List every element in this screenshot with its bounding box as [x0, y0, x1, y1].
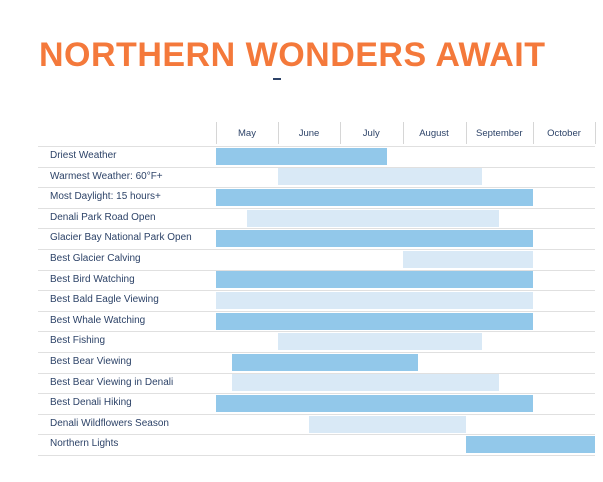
row-separator — [38, 393, 595, 395]
row-separator — [38, 413, 595, 415]
month-label-august: August — [419, 128, 449, 139]
page-title: NORTHERN WONDERS AWAIT — [39, 36, 546, 74]
season-bar — [465, 436, 595, 454]
season-bar — [278, 168, 483, 186]
row-separator — [38, 187, 595, 189]
row-label: Northern Lights — [50, 438, 119, 450]
season-bar — [309, 415, 466, 433]
row-separator — [38, 352, 595, 353]
row-separator — [38, 269, 595, 271]
row-label: Best Bear Viewing — [50, 356, 132, 367]
row-separator — [38, 434, 595, 436]
row-separator — [38, 455, 595, 456]
row-label: Best Denali Hiking — [50, 397, 132, 409]
row-separator — [38, 310, 595, 312]
month-tick — [340, 122, 341, 144]
month-label-october: October — [547, 128, 581, 139]
season-bar — [216, 292, 533, 309]
season-bar — [231, 374, 500, 392]
month-tick — [278, 122, 279, 144]
season-bar — [278, 333, 483, 351]
row-label: Denali Wildflowers Season — [50, 417, 169, 429]
season-bar — [231, 353, 419, 371]
row-label: Best Fishing — [50, 335, 106, 347]
season-bar — [216, 312, 533, 330]
month-label-july: July — [362, 128, 380, 139]
row-label: Driest Weather — [50, 150, 117, 161]
month-label-september: September — [476, 128, 523, 139]
row-label: Best Bald Eagle Viewing — [50, 294, 159, 306]
row-separator — [38, 331, 595, 333]
season-bar — [216, 189, 533, 206]
row-separator — [38, 166, 595, 168]
month-tick — [465, 122, 467, 144]
month-tick — [402, 122, 404, 144]
season-bar — [216, 395, 533, 412]
row-label: Denali Park Road Open — [50, 211, 156, 223]
month-label-june: June — [298, 128, 320, 139]
title-dash-decoration — [273, 78, 281, 80]
row-separator — [38, 207, 595, 209]
row-label: Best Whale Watching — [50, 314, 146, 326]
season-bar — [247, 209, 500, 227]
row-label: Glacier Bay National Park Open — [50, 232, 192, 244]
month-tick — [533, 122, 534, 144]
row-separator — [38, 372, 595, 374]
row-separator — [38, 228, 595, 230]
row-label: Best Bird Watching — [50, 273, 135, 285]
month-tick — [216, 122, 217, 144]
row-label: Warmest Weather: 60°F+ — [50, 170, 163, 182]
month-tick — [595, 122, 596, 144]
season-bar — [402, 250, 533, 268]
row-label: Best Bear Viewing in Denali — [50, 376, 174, 388]
season-bar — [216, 271, 533, 289]
row-separator — [38, 249, 595, 250]
season-bar — [216, 147, 387, 165]
month-label-may: May — [238, 128, 256, 139]
row-separator — [38, 290, 595, 292]
row-label: Most Daylight: 15 hours+ — [50, 191, 161, 203]
row-label: Best Glacier Calving — [50, 253, 141, 264]
season-bar — [216, 230, 533, 248]
header-underline — [38, 146, 595, 147]
